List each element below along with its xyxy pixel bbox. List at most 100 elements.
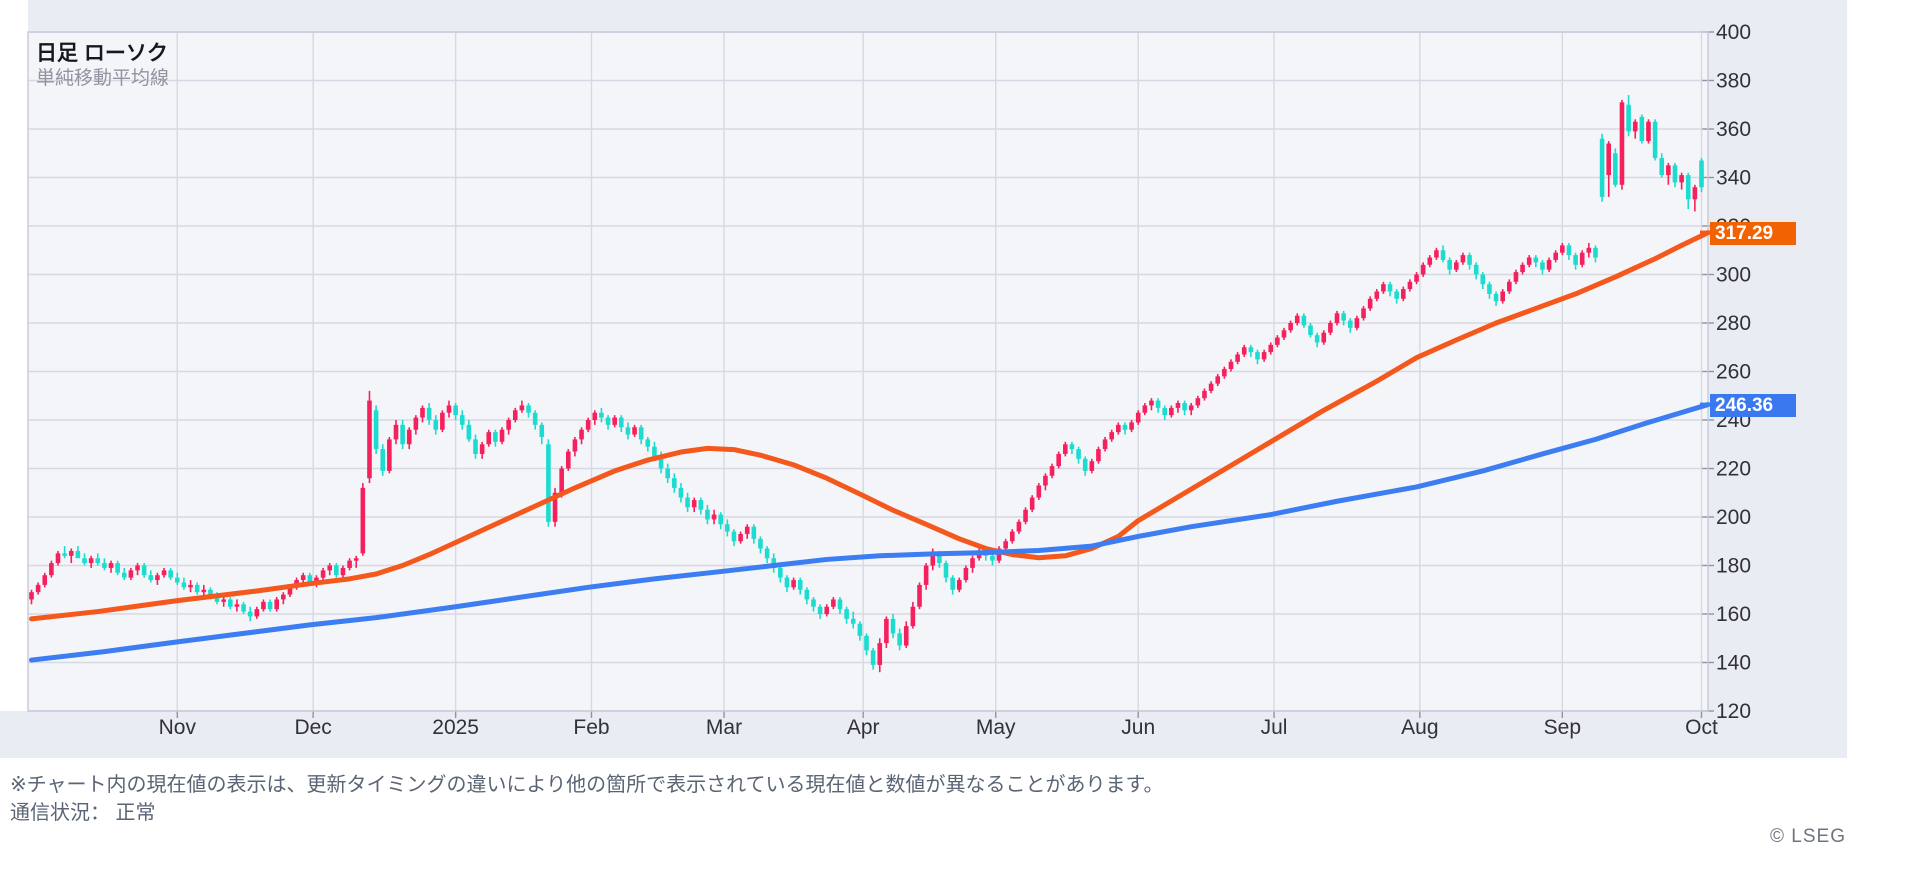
candle-up: [486, 432, 492, 445]
candle-up: [1175, 403, 1181, 408]
candle-down: [373, 410, 379, 450]
candle-down: [1685, 175, 1691, 200]
right-axis-strip: [1708, 0, 1847, 758]
candle-down: [1069, 444, 1075, 450]
candle-up: [161, 570, 167, 576]
candle-up: [1367, 298, 1373, 309]
candle-down: [208, 589, 213, 598]
candle-up: [1275, 337, 1280, 345]
candle-up: [353, 558, 359, 561]
y-axis-label: 160: [1716, 603, 1751, 626]
candle-down: [1082, 458, 1088, 471]
candle-down: [950, 577, 955, 590]
candle-up: [1116, 424, 1121, 433]
x-axis-label: May: [976, 716, 1016, 739]
candle-up: [930, 553, 936, 566]
candle-down: [1155, 400, 1161, 408]
candle-down: [121, 572, 127, 578]
candle-down: [1659, 158, 1665, 176]
candle-up: [738, 533, 743, 542]
candle-up: [1692, 187, 1698, 200]
candle-down: [1573, 255, 1578, 265]
candle-up: [1679, 175, 1684, 183]
candle-up: [1268, 344, 1274, 353]
candle-up: [1208, 383, 1214, 391]
candle-down: [168, 570, 173, 578]
candle-down: [1599, 138, 1605, 197]
candle-up: [1195, 398, 1201, 406]
candle-down: [473, 439, 478, 454]
candle-up: [367, 400, 372, 479]
candle-down: [1182, 403, 1187, 411]
candle-down: [1593, 247, 1598, 258]
candle-up: [29, 592, 34, 600]
candle-down: [990, 555, 995, 561]
candle-down: [62, 553, 67, 556]
candle-up: [1202, 390, 1207, 399]
candle-up: [1063, 444, 1068, 454]
candle-down: [1626, 104, 1631, 132]
candle-up: [1142, 405, 1148, 413]
candle-down: [466, 424, 472, 440]
candle-down: [1447, 259, 1452, 270]
candle-up: [1414, 274, 1419, 282]
candle-down: [102, 563, 107, 568]
candle-down: [652, 446, 657, 457]
candle-up: [55, 553, 61, 564]
x-axis-label: Apr: [847, 716, 880, 739]
candle-up: [1460, 255, 1466, 263]
candle-up: [552, 492, 558, 522]
candle-up: [479, 444, 485, 454]
candle-up: [287, 587, 293, 595]
candle-down: [228, 599, 233, 607]
candle-up: [612, 417, 617, 425]
candle-up: [1135, 412, 1141, 423]
candle-up: [970, 558, 975, 568]
candle-down: [380, 449, 386, 471]
candle-up: [1096, 449, 1101, 462]
y-axis-label: 300: [1716, 264, 1751, 287]
candle-up: [221, 599, 226, 602]
candle-up: [446, 405, 452, 413]
candle-up: [519, 405, 525, 411]
candle-up: [579, 429, 584, 440]
candle-down: [811, 599, 816, 607]
y-axis-label: 360: [1716, 118, 1751, 141]
candle-up: [711, 514, 717, 520]
candle-down: [857, 623, 863, 636]
x-axis-label: Jun: [1121, 716, 1155, 739]
y-axis-label: 400: [1716, 21, 1751, 44]
candle-up: [320, 570, 326, 578]
candle-down: [672, 478, 677, 488]
candle-down: [837, 599, 843, 610]
y-axis-label: 120: [1716, 700, 1751, 723]
candle-up: [1043, 475, 1048, 486]
y-axis-label: 220: [1716, 458, 1751, 481]
candle-down: [532, 412, 538, 425]
candle-down: [1487, 284, 1492, 294]
candle-up: [877, 643, 883, 665]
candle-up: [42, 575, 48, 585]
candle-up: [327, 565, 333, 571]
candle-down: [539, 424, 545, 437]
candle-up: [347, 560, 352, 568]
candle-up: [956, 580, 962, 590]
candle-up: [155, 575, 160, 581]
candle-up: [923, 565, 929, 585]
candle-down: [141, 565, 147, 576]
candle-down: [1122, 424, 1128, 430]
candle-up: [1023, 509, 1028, 522]
candle-down: [95, 558, 101, 564]
plot-border: [27, 31, 1709, 712]
candle-up: [108, 563, 114, 568]
x-axis-label: Dec: [294, 716, 331, 739]
candle-up: [49, 563, 54, 576]
candle-down: [1566, 245, 1572, 256]
x-axis-label: Oct: [1685, 716, 1718, 739]
x-axis-label: Feb: [573, 716, 609, 739]
candle-up: [1109, 432, 1114, 440]
candle-down: [400, 424, 405, 445]
candle-up: [201, 589, 207, 593]
candle-up: [406, 429, 412, 445]
